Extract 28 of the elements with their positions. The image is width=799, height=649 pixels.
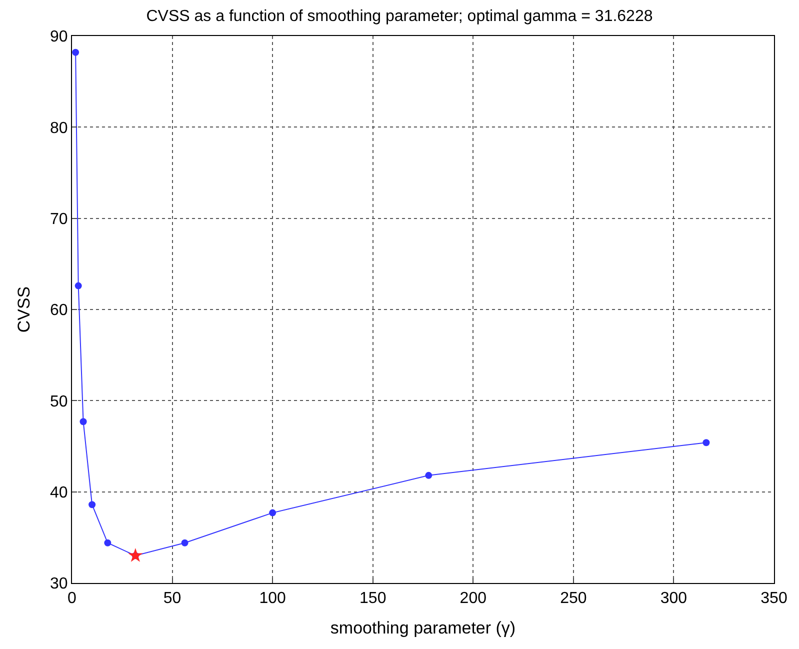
y-tick-label: 50 [50, 393, 68, 410]
point [88, 501, 96, 508]
y-axis-title: CVSS [14, 286, 34, 333]
x-tick-label: 300 [660, 590, 688, 608]
y-tick-label: 30 [50, 576, 68, 593]
point [128, 548, 143, 562]
point [80, 418, 87, 426]
x-axis-title: smoothing parameter (γ) [330, 618, 516, 638]
y-tick-label: 80 [50, 120, 68, 137]
point [181, 539, 188, 546]
point [104, 539, 112, 546]
x-tick-label: 0 [68, 590, 77, 608]
x-tick-label: 150 [360, 590, 386, 608]
x-tick-label: 200 [460, 590, 487, 608]
point [72, 48, 80, 56]
point [425, 472, 432, 479]
point [702, 439, 710, 446]
chart-title: CVSS as a function of smoothing parameter; optimal gamma = 31.6228 [146, 8, 653, 25]
y-tick-label: 90 [50, 28, 68, 46]
y-tick-label: 40 [50, 484, 68, 502]
x-tick-label: 350 [760, 590, 788, 608]
point [74, 282, 82, 290]
y-tick-label: 60 [50, 302, 68, 320]
y-tick-label: 70 [50, 210, 68, 228]
x-tick-label: 50 [163, 590, 182, 608]
x-tick-label: 100 [259, 590, 286, 608]
x-tick-label: 250 [560, 590, 587, 608]
point [269, 509, 276, 516]
